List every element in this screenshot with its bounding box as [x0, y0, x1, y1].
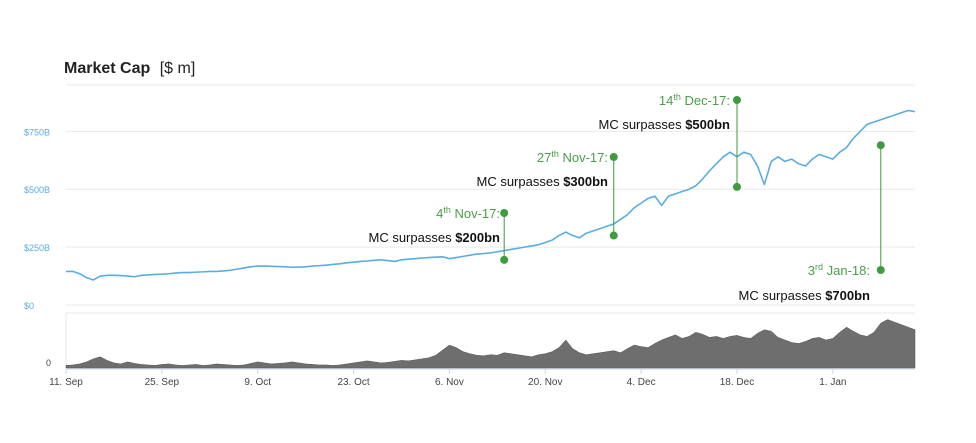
annotation-date: 27th Nov-17: [537, 149, 608, 165]
annotation: 27th Nov-17: MC surpasses $300bn [476, 149, 618, 240]
annotation-text: MC surpasses $500bn [598, 117, 730, 132]
market-cap-series [66, 109, 916, 281]
volume-area [65, 319, 916, 369]
annotation-date: 3rd Jan-18: [808, 262, 870, 278]
annotation-head [876, 266, 885, 274]
y-tick-label: $0 [24, 301, 34, 311]
x-tick-label: 23. Oct [337, 377, 369, 388]
annotation-head [609, 153, 618, 161]
annotation-point [732, 182, 741, 191]
annotation-head [732, 96, 741, 104]
annotation-text: MC surpasses $300bn [476, 174, 608, 189]
x-axis: 11. Sep 25. Sep 9. Oct 23. Oct 6. Nov 20. Nov… [49, 368, 915, 388]
y-axis: $0 $250B $500B $750B [24, 127, 50, 311]
x-tick-label: 1. Jan [819, 377, 846, 388]
x-tick-label: 6. Nov [435, 377, 464, 388]
y-tick-label: $750B [24, 127, 50, 137]
svg-text:Market Cap [$ m]: Market Cap [$ m] [64, 60, 195, 77]
y-tick-label: $250B [24, 243, 50, 253]
volume-axis-label: 0 [46, 358, 51, 368]
annotation-text: MC surpasses $200bn [368, 230, 500, 245]
annotation-date: 14th Dec-17: [659, 92, 730, 108]
annotation-point [876, 141, 885, 150]
x-tick-label: 11. Sep [49, 377, 83, 388]
market-cap-line [66, 109, 916, 281]
x-tick-label: 25. Sep [145, 377, 180, 388]
volume-panel: 0 [46, 312, 916, 369]
x-tick-label: 4. Dec [627, 377, 656, 388]
annotation-point [500, 255, 509, 264]
chart-title: Market Cap [$ m] [64, 60, 195, 77]
x-tick-label: 9. Oct [244, 377, 271, 388]
chart-title-unit: [$ m] [160, 60, 196, 77]
annotation-text: MC surpasses $700bn [738, 288, 870, 303]
y-tick-label: $500B [24, 185, 50, 195]
x-tick-label: 20. Nov [528, 377, 562, 388]
grid-lines [66, 84, 915, 306]
annotation-date: 4th Nov-17: [436, 205, 500, 221]
annotation: 4th Nov-17: MC surpasses $200bn [368, 205, 509, 264]
annotation-head [500, 209, 509, 217]
annotation-point [609, 231, 618, 240]
x-tick-label: 18. Dec [720, 377, 754, 388]
annotation: 14th Dec-17: MC surpasses $500bn [598, 92, 741, 191]
chart-title-text: Market Cap [64, 60, 150, 77]
annotation: 3rd Jan-18: MC surpasses $700bn [738, 141, 885, 303]
